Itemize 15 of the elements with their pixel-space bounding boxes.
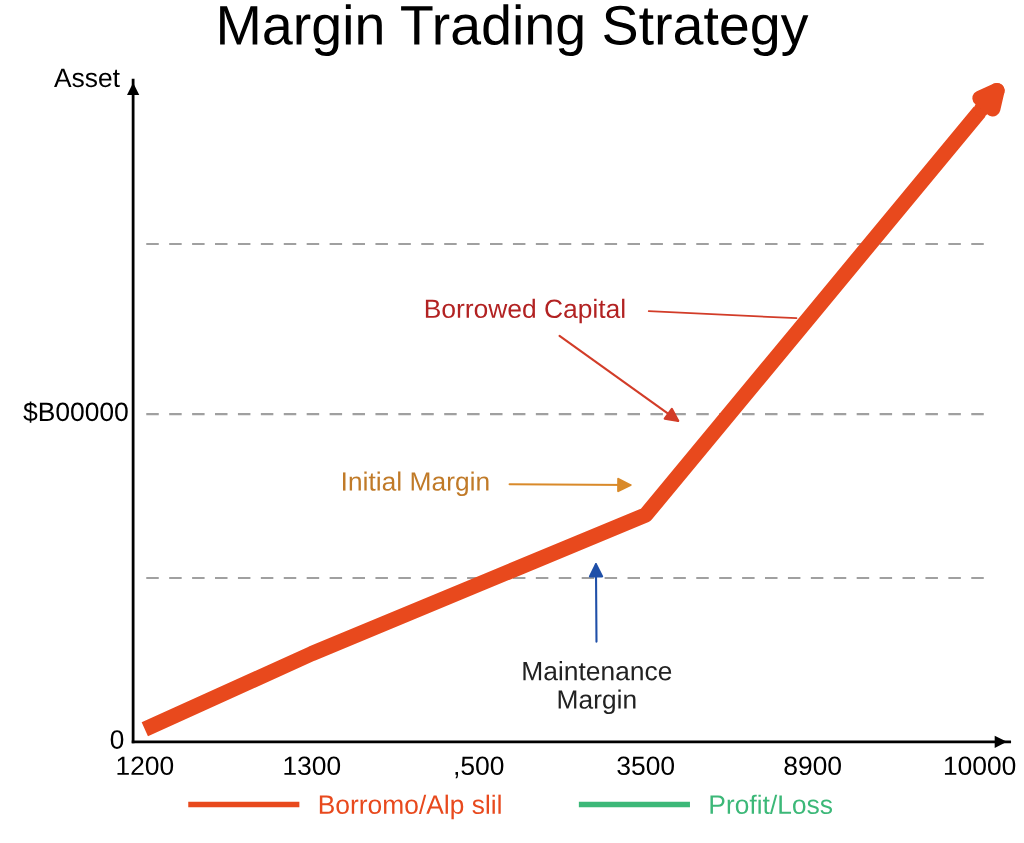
x-tick-label: 3500 xyxy=(617,756,675,776)
x-tick-label: 8900 xyxy=(784,756,841,776)
chart-title: Margin Trading Strategy xyxy=(220,4,809,56)
legend-label: Profit/Loss xyxy=(710,794,833,815)
x-tick-label: 1200 xyxy=(117,756,174,776)
x-tick-label: ,500 xyxy=(455,756,504,779)
x-tick-label: 10000 xyxy=(944,756,1016,776)
annotation: Initial Margin xyxy=(343,471,489,497)
text: 0 xyxy=(110,730,124,749)
ref-line-label: $B00000 xyxy=(23,401,128,423)
y-axis-title: Asset xyxy=(54,68,120,88)
legend-label: Borromo/Alp slil xyxy=(319,794,501,820)
annotation: Maintenance Margin xyxy=(523,661,672,715)
annotation: Borrowed Capital xyxy=(425,298,625,324)
x-tick-label: 1300 xyxy=(284,756,341,776)
